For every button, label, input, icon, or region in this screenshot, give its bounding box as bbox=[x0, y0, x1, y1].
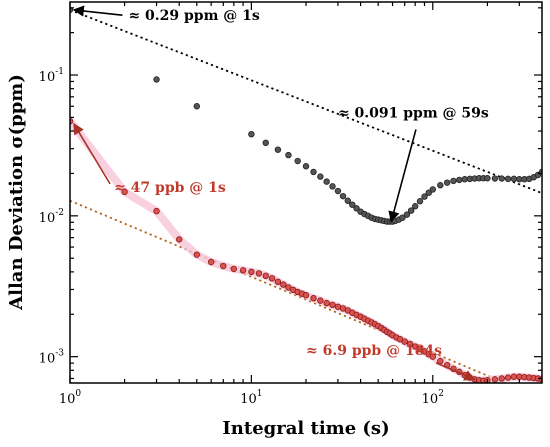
series-1-point bbox=[484, 175, 491, 182]
series-1-point bbox=[323, 178, 330, 185]
series-2-point bbox=[310, 295, 317, 302]
series-2 bbox=[70, 117, 542, 383]
series-2-point bbox=[429, 353, 436, 360]
series-1-point bbox=[349, 201, 356, 208]
series-1-point bbox=[339, 192, 347, 200]
annotation-arrow-1 bbox=[72, 5, 123, 17]
y-tick-label: 10-3 bbox=[39, 349, 65, 367]
annotation-label-4: ≈ 6.9 ppb @ 184s bbox=[306, 343, 442, 359]
series-2-point bbox=[153, 207, 160, 215]
series-1-point bbox=[429, 186, 436, 193]
series-1-point bbox=[294, 157, 301, 165]
series-2-point bbox=[317, 297, 324, 304]
series-1-point bbox=[425, 189, 432, 196]
series-1-point bbox=[317, 173, 324, 180]
series-1-point bbox=[334, 187, 342, 195]
y-tick-exponent: -3 bbox=[55, 349, 64, 359]
series-2-point bbox=[280, 281, 287, 288]
series-2-point bbox=[323, 299, 330, 307]
series-1-point bbox=[437, 182, 444, 189]
series-2-point bbox=[230, 265, 238, 273]
series-2-point bbox=[207, 258, 215, 266]
fit-lines bbox=[70, 9, 542, 383]
series-2-point bbox=[268, 275, 276, 282]
y-tick-base: 10 bbox=[39, 352, 56, 367]
y-axis-label: Allan Deviation σ(ppm) bbox=[6, 74, 27, 311]
series-2-point bbox=[302, 292, 310, 299]
series-1-point bbox=[504, 175, 512, 183]
series-2-point bbox=[121, 188, 128, 196]
series-1-point bbox=[456, 176, 463, 184]
x-tick-label: 102 bbox=[422, 389, 444, 407]
series-1-point bbox=[399, 214, 406, 221]
x-tick-base: 10 bbox=[240, 392, 257, 407]
annotation-label-3: ≈ 47 ppb @ 1s bbox=[114, 180, 226, 196]
series-2-point bbox=[329, 301, 336, 309]
series-1-point bbox=[510, 175, 518, 183]
annotation-label-1: ≈ 0.29 ppm @ 1s bbox=[128, 8, 259, 24]
fit-line-1 bbox=[70, 9, 542, 194]
series-2-point bbox=[491, 376, 499, 383]
y-tick-base: 10 bbox=[39, 211, 56, 226]
x-tick-base: 10 bbox=[59, 392, 76, 407]
y-tick-label: 10-1 bbox=[39, 67, 64, 85]
series-2-point bbox=[248, 268, 255, 276]
annotations: ≈ 0.29 ppm @ 1s ≈ 0.091 ppm @ 59s ≈ 47 ppb… bbox=[72, 5, 489, 381]
y-tick-exponent: -1 bbox=[55, 67, 64, 77]
series-1 bbox=[70, 6, 542, 225]
series-1-point bbox=[302, 163, 310, 170]
annotation-arrow-4 bbox=[435, 362, 476, 381]
series-2-point bbox=[193, 251, 200, 258]
annotation-label-2: ≈ 0.091 ppm @ 59s bbox=[338, 105, 489, 121]
series-2-point bbox=[421, 348, 428, 355]
x-tick-exponent: 1 bbox=[257, 389, 263, 399]
series-1-point bbox=[274, 146, 282, 153]
series-1-point bbox=[353, 205, 360, 212]
series-2-point bbox=[274, 278, 282, 286]
series-1-point bbox=[498, 175, 505, 182]
y-tick-base: 10 bbox=[39, 70, 56, 85]
series-1-point bbox=[443, 179, 451, 186]
x-axis-label: Integral time (s) bbox=[222, 418, 389, 439]
y-tick-exponent: -2 bbox=[55, 208, 64, 218]
series-1-point bbox=[153, 76, 160, 83]
series-2-point bbox=[401, 338, 408, 345]
x-tick-exponent: 0 bbox=[75, 389, 81, 399]
series-1-point bbox=[262, 139, 269, 147]
x-tick-base: 10 bbox=[422, 392, 439, 407]
x-tick-label: 101 bbox=[240, 389, 262, 407]
series-1-point bbox=[450, 177, 457, 185]
series-1-point bbox=[421, 193, 428, 200]
series-1-point bbox=[248, 130, 255, 138]
series-2-point bbox=[239, 267, 247, 274]
series-2-point bbox=[220, 262, 227, 270]
series-1-point bbox=[285, 151, 292, 159]
series-2-point bbox=[498, 375, 505, 382]
annotation-arrow-2 bbox=[388, 129, 417, 223]
series-1-point bbox=[491, 175, 499, 182]
series-1-point bbox=[193, 103, 200, 110]
series-2-point bbox=[406, 340, 414, 348]
series-1-point bbox=[329, 183, 336, 190]
series-1-point bbox=[412, 203, 419, 210]
series-2-point bbox=[412, 343, 419, 350]
series-2-halo bbox=[70, 117, 542, 383]
series-2-point bbox=[510, 373, 518, 380]
annotation-arrow-3 bbox=[73, 122, 111, 185]
series-1-point bbox=[407, 207, 415, 214]
series-1-point bbox=[416, 198, 424, 205]
y-tick-label: 10-2 bbox=[39, 208, 64, 226]
series-2-point bbox=[255, 270, 263, 277]
x-tick-label: 100 bbox=[59, 389, 82, 407]
series-1-point bbox=[344, 197, 352, 204]
series-2-point bbox=[176, 236, 183, 243]
data-series bbox=[70, 6, 542, 383]
series-1-point bbox=[403, 211, 411, 218]
series-1-point bbox=[310, 168, 317, 176]
x-tick-exponent: 2 bbox=[438, 389, 444, 399]
series-2-point bbox=[262, 272, 269, 280]
series-2-point bbox=[504, 374, 512, 381]
